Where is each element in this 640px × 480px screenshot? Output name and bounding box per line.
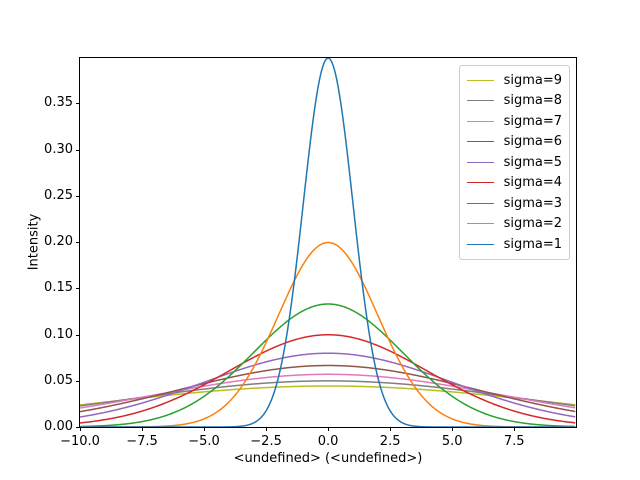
- legend-label: sigma=5: [503, 154, 562, 170]
- curve-sigma=6: [80, 364, 576, 413]
- legend-line-swatch: [466, 141, 494, 143]
- y-tick-label: 0.25: [44, 187, 73, 203]
- x-axis-label: <undefined> (<undefined>): [233, 451, 423, 466]
- curve-sigma=4: [80, 334, 576, 424]
- legend-item-sigma=8: sigma=8: [466, 91, 562, 112]
- legend-item-sigma=5: sigma=5: [466, 152, 562, 173]
- curve-sigma=1: [80, 58, 576, 427]
- x-tick-label: 2.5: [379, 434, 401, 449]
- legend-item-sigma=2: sigma=2: [466, 214, 562, 235]
- y-tick-mark: [76, 427, 80, 428]
- y-tick-mark: [76, 242, 80, 244]
- y-tick-mark: [76, 149, 80, 151]
- x-tick-label: −7.5: [126, 434, 158, 449]
- x-tick-mark: [514, 427, 516, 431]
- curve-sigma=7: [80, 373, 576, 409]
- legend-line-swatch: [466, 79, 494, 81]
- y-tick-label: 0.15: [44, 280, 73, 296]
- legend-label: sigma=4: [503, 175, 562, 191]
- legend-label: sigma=1: [503, 236, 562, 252]
- y-tick-mark: [76, 195, 80, 197]
- y-tick-label: 0.35: [44, 95, 73, 111]
- legend-item-sigma=3: sigma=3: [466, 193, 562, 214]
- legend-line-swatch: [466, 100, 494, 102]
- y-tick-mark: [76, 288, 80, 290]
- y-tick-label: 0.30: [44, 141, 73, 157]
- y-tick-mark: [76, 103, 80, 105]
- x-tick-mark: [80, 427, 81, 431]
- x-tick-mark: [204, 427, 206, 431]
- legend-line-swatch: [466, 161, 494, 163]
- x-tick-label: 7.5: [503, 434, 525, 449]
- legend-label: sigma=8: [503, 93, 562, 109]
- legend-line-swatch: [466, 182, 494, 184]
- legend-label: sigma=6: [503, 134, 562, 150]
- x-tick-label: −5.0: [188, 434, 220, 449]
- x-tick-mark: [328, 427, 330, 431]
- x-tick-label: −2.5: [250, 434, 282, 449]
- legend-label: sigma=7: [503, 113, 562, 129]
- x-tick-mark: [142, 427, 144, 431]
- x-tick-label: 5.0: [441, 434, 463, 449]
- legend-line-swatch: [466, 223, 494, 225]
- legend-line-swatch: [466, 202, 494, 204]
- legend-label: sigma=3: [503, 195, 562, 211]
- curve-sigma=8: [80, 380, 576, 407]
- legend: sigma=9 sigma=8 sigma=7 sigma=6 sigma=5 sigma…: [458, 65, 570, 260]
- legend-label: sigma=2: [503, 216, 562, 232]
- y-axis-label: Intensity: [26, 213, 42, 271]
- legend-item-sigma=6: sigma=6: [466, 132, 562, 153]
- x-tick-mark: [390, 427, 392, 431]
- y-tick-label: 0.10: [44, 326, 73, 342]
- y-tick-label: 0.05: [44, 372, 73, 388]
- legend-line-swatch: [466, 243, 494, 245]
- curves-svg: [80, 58, 576, 427]
- curve-sigma=5: [80, 352, 576, 418]
- x-tick-mark: [266, 427, 268, 431]
- legend-item-sigma=1: sigma=1: [466, 234, 562, 255]
- legend-item-sigma=7: sigma=7: [466, 111, 562, 132]
- y-tick-label: 0.20: [44, 234, 73, 250]
- legend-label: sigma=9: [503, 72, 562, 88]
- legend-item-sigma=9: sigma=9: [466, 70, 562, 91]
- y-tick-mark: [76, 380, 80, 382]
- legend-item-sigma=4: sigma=4: [466, 173, 562, 194]
- x-tick-label: −10.0: [60, 434, 100, 449]
- x-tick-mark: [452, 427, 454, 431]
- curve-sigma=3: [80, 303, 576, 427]
- legend-line-swatch: [466, 120, 494, 122]
- y-tick-mark: [76, 334, 80, 336]
- x-tick-label: 0.0: [317, 434, 339, 449]
- y-tick-label: 0.00: [44, 419, 73, 434]
